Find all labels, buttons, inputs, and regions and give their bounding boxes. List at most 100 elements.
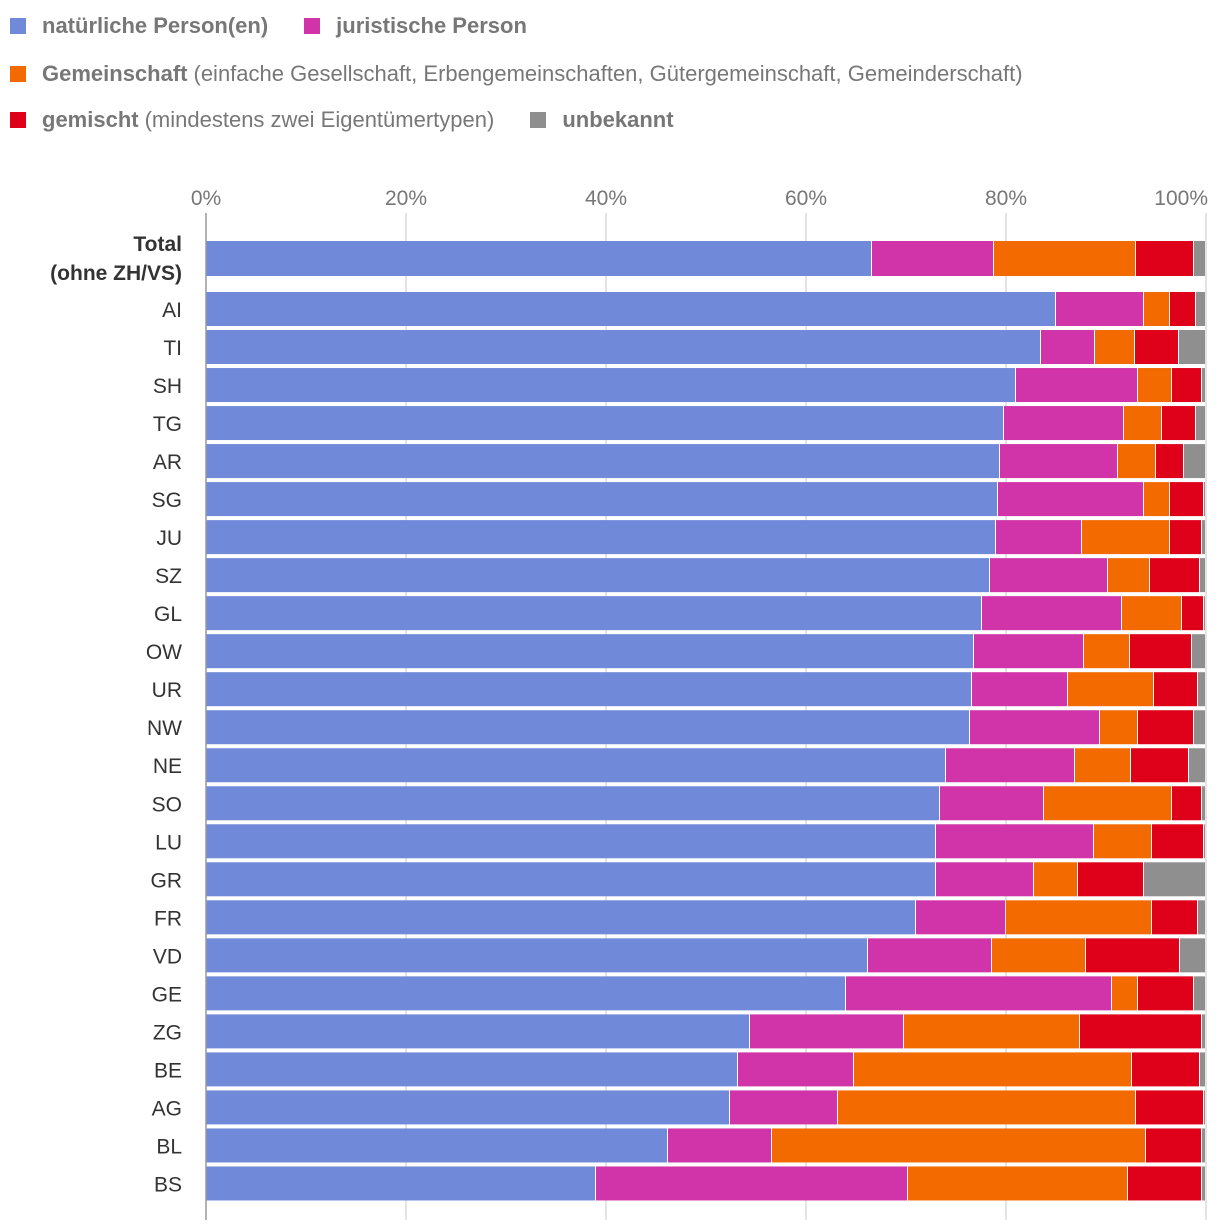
bar-sg-natuerliche-person-en: [206, 482, 997, 517]
bar-ow-natuerliche-person-en: [206, 634, 973, 669]
bar-ge-natuerliche-person-en: [206, 976, 845, 1011]
bar-so-unbekannt: [1202, 786, 1205, 821]
bar-ai-juristische-person: [1056, 292, 1143, 326]
bar-ai-unbekannt: [1196, 292, 1205, 326]
legend-swatch-gemeinschaft: [10, 66, 26, 82]
bar-be-natuerliche-person-en: [206, 1052, 737, 1087]
bar-sg-juristische-person: [998, 482, 1143, 517]
bar-so-juristische-person: [940, 786, 1043, 821]
bar-ar-gemischt: [1156, 444, 1183, 479]
bar-be-juristische-person: [738, 1052, 853, 1087]
y-label-ag: AG: [152, 1097, 182, 1120]
bar-ag-unbekannt: [1204, 1090, 1205, 1125]
bar-vd-natuerliche-person-en: [206, 938, 867, 973]
bar-ne-juristische-person: [946, 748, 1074, 783]
legend-swatch-unbekannt: [530, 112, 547, 128]
bar-sh-gemischt: [1172, 368, 1201, 403]
y-label-bl: BL: [156, 1135, 182, 1158]
bar-sz-unbekannt: [1200, 558, 1205, 593]
y-label-ai: AI: [162, 299, 182, 322]
bar-ow-gemischt: [1130, 634, 1191, 669]
bar-ag-juristische-person: [730, 1090, 837, 1125]
bar-gl-natuerliche-person-en: [206, 596, 981, 631]
bar-ne-gemeinschaft: [1075, 748, 1130, 783]
bar-ne-unbekannt: [1189, 748, 1205, 783]
bar-ge-gemischt: [1138, 976, 1193, 1011]
bar-sh-gemeinschaft: [1138, 368, 1171, 403]
bar-ow-gemeinschaft: [1084, 634, 1129, 669]
bar-sz-gemischt: [1150, 558, 1199, 593]
y-label-gl: GL: [154, 603, 182, 626]
y-label-sh: SH: [153, 375, 182, 398]
legend-swatch-juristische-person: [304, 18, 321, 34]
y-label-gr: GR: [151, 869, 183, 892]
bar-nw-unbekannt: [1194, 710, 1205, 745]
bar-ur-gemischt: [1154, 672, 1197, 707]
bar-gr-gemischt: [1078, 862, 1143, 897]
bar-ge-juristische-person: [846, 976, 1111, 1011]
bar-tg-natuerliche-person-en: [206, 406, 1003, 441]
bar-total-ohne-zh-vs-unbekannt: [1194, 241, 1205, 276]
bar-bl-gemeinschaft: [772, 1128, 1145, 1163]
legend-swatch-gemischt: [10, 112, 26, 128]
bar-lu-gemischt: [1152, 824, 1203, 859]
legend-desc-gemischt: (mindestens zwei Eigentümertypen): [144, 107, 495, 132]
bar-ju-juristische-person: [996, 520, 1081, 555]
bar-ag-gemeinschaft: [838, 1090, 1135, 1125]
bar-ar-gemeinschaft: [1118, 444, 1155, 479]
bar-fr-gemeinschaft: [1006, 900, 1151, 935]
bar-gl-unbekannt: [1204, 596, 1205, 631]
bar-fr-unbekannt: [1198, 900, 1205, 935]
bar-ag-natuerliche-person-en: [206, 1090, 729, 1125]
legend-row-2: Gemeinschaft (einfache Gesellschaft, Erb…: [10, 59, 1059, 89]
bar-fr-natuerliche-person-en: [206, 900, 915, 935]
bar-tg-gemischt: [1162, 406, 1195, 441]
bar-lu-natuerliche-person-en: [206, 824, 935, 859]
bar-sh-juristische-person: [1016, 368, 1137, 403]
legend-item-natuerliche-personen: natürliche Person(en): [10, 13, 268, 39]
bar-bl-juristische-person: [668, 1128, 771, 1163]
bar-gr-juristische-person: [936, 862, 1033, 897]
bar-gr-unbekannt: [1144, 862, 1205, 897]
bar-so-gemeinschaft: [1044, 786, 1171, 821]
bar-gr-gemeinschaft: [1034, 862, 1077, 897]
bar-zg-gemeinschaft: [904, 1014, 1079, 1049]
bar-fr-juristische-person: [916, 900, 1005, 935]
y-label-so: SO: [152, 793, 182, 816]
legend-label-gemeinschaft: Gemeinschaft: [42, 61, 188, 86]
bar-total-ohne-zh-vs-gemischt: [1136, 241, 1193, 276]
bar-vd-juristische-person: [868, 938, 991, 973]
y-label-ar: AR: [153, 451, 182, 474]
bar-be-gemeinschaft: [854, 1052, 1131, 1087]
bar-bl-gemischt: [1146, 1128, 1201, 1163]
legend-swatch-natuerliche-personen: [10, 18, 26, 34]
bar-gr-natuerliche-person-en: [206, 862, 935, 897]
bar-bl-unbekannt: [1202, 1128, 1205, 1163]
bar-tg-juristische-person: [1004, 406, 1123, 441]
bar-sh-natuerliche-person-en: [206, 368, 1015, 403]
bar-ai-natuerliche-person-en: [206, 292, 1055, 326]
bar-tg-gemeinschaft: [1124, 406, 1161, 441]
bar-nw-natuerliche-person-en: [206, 710, 969, 745]
bar-ti-gemeinschaft: [1095, 330, 1134, 365]
bar-ne-natuerliche-person-en: [206, 748, 945, 783]
bar-ow-unbekannt: [1192, 634, 1205, 669]
bar-zg-unbekannt: [1202, 1014, 1205, 1049]
y-label-ow: OW: [146, 641, 182, 664]
bar-vd-gemischt: [1086, 938, 1179, 973]
bar-ju-unbekannt: [1202, 520, 1205, 555]
bar-zg-natuerliche-person-en: [206, 1014, 749, 1049]
legend-item-gemeinschaft: Gemeinschaft (einfache Gesellschaft, Erb…: [10, 61, 1023, 87]
x-tick-label-3: 60%: [785, 187, 827, 210]
bar-lu-unbekannt: [1204, 824, 1205, 859]
bar-so-natuerliche-person-en: [206, 786, 939, 821]
legend-label-juristische-person: juristische Person: [336, 13, 527, 38]
bar-nw-gemischt: [1138, 710, 1193, 745]
bar-so-gemischt: [1172, 786, 1201, 821]
legend-item-juristische-person: juristische Person: [304, 13, 527, 39]
y-label-line-1: (ohne ZH/VS): [50, 262, 182, 285]
x-tick-label-2: 40%: [585, 187, 627, 210]
bar-ju-gemischt: [1170, 520, 1201, 555]
bar-be-unbekannt: [1200, 1052, 1205, 1087]
